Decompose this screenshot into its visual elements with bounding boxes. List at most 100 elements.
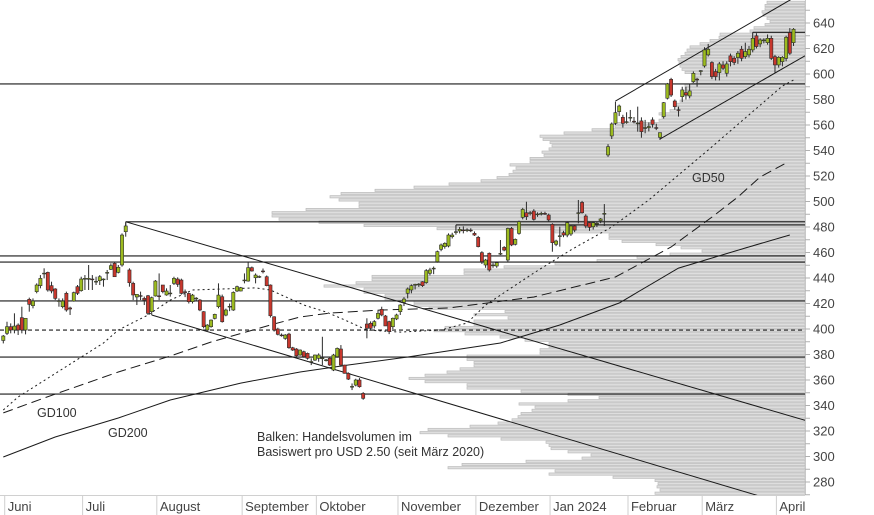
candle-body bbox=[142, 298, 147, 301]
candle-body bbox=[546, 214, 551, 221]
candle bbox=[572, 224, 577, 233]
candle-body bbox=[672, 100, 677, 107]
candle bbox=[580, 200, 584, 214]
volume-bar bbox=[654, 491, 805, 495]
candle-body bbox=[361, 393, 366, 399]
candle bbox=[606, 144, 610, 157]
volume-bar bbox=[691, 80, 805, 84]
candle bbox=[42, 268, 47, 279]
candle bbox=[550, 223, 555, 252]
volume-bar bbox=[654, 478, 805, 482]
candle-body bbox=[1, 335, 6, 341]
candle bbox=[669, 77, 674, 97]
volume-bar bbox=[676, 106, 805, 110]
y-axis: 280 300 320 340 360 380 400 420 440 460 480 500 520 5… bbox=[805, 0, 835, 496]
candle bbox=[776, 56, 781, 68]
candle bbox=[557, 226, 562, 247]
candle-body bbox=[446, 234, 451, 247]
candle bbox=[594, 221, 599, 227]
month-label: Dezember bbox=[479, 499, 540, 514]
candle bbox=[758, 38, 763, 48]
volume-bar bbox=[473, 361, 805, 365]
volume-bar bbox=[581, 456, 805, 460]
volume-bar bbox=[762, 13, 805, 17]
candle bbox=[97, 275, 102, 286]
candle-body bbox=[86, 278, 91, 280]
candle bbox=[5, 321, 9, 335]
candle bbox=[379, 306, 384, 317]
candle-body bbox=[583, 215, 588, 227]
volume-bar bbox=[542, 137, 805, 141]
candle bbox=[735, 51, 740, 64]
candle bbox=[331, 353, 336, 372]
candle bbox=[394, 313, 399, 321]
candle-body bbox=[27, 298, 32, 305]
candle bbox=[442, 242, 447, 249]
candle bbox=[123, 223, 128, 237]
candle bbox=[160, 284, 165, 294]
candle-body bbox=[439, 244, 443, 250]
candle-body bbox=[494, 262, 499, 267]
volume-bar bbox=[614, 125, 805, 129]
candle bbox=[739, 45, 744, 62]
candle bbox=[257, 275, 262, 278]
candle bbox=[587, 221, 592, 231]
candle-body bbox=[620, 117, 625, 124]
candle bbox=[487, 252, 492, 272]
candle bbox=[620, 114, 625, 128]
candle-body bbox=[387, 321, 392, 332]
month-label: September bbox=[245, 499, 309, 514]
candle-body bbox=[220, 296, 225, 323]
candle-body bbox=[773, 56, 777, 66]
candle-body bbox=[12, 325, 17, 331]
candle-body bbox=[650, 119, 655, 125]
candle bbox=[53, 288, 58, 301]
candle bbox=[49, 281, 54, 294]
candle-body bbox=[587, 222, 592, 228]
candle bbox=[105, 269, 110, 281]
candle-body bbox=[543, 213, 547, 215]
volume-bar bbox=[612, 475, 805, 479]
candle bbox=[8, 323, 13, 334]
candle-body bbox=[8, 326, 13, 331]
label-gd100: GD100 bbox=[37, 406, 77, 420]
candle bbox=[290, 346, 295, 351]
candle-body bbox=[305, 353, 310, 359]
candle-body bbox=[598, 218, 603, 221]
candle-body bbox=[735, 52, 740, 58]
candle-body bbox=[539, 213, 544, 215]
volume-bar bbox=[466, 357, 805, 361]
candle-body bbox=[442, 243, 447, 247]
candle bbox=[428, 267, 432, 276]
candle bbox=[112, 262, 117, 278]
candle-body bbox=[572, 225, 577, 231]
candle-body bbox=[498, 253, 503, 255]
volume-bar bbox=[608, 233, 805, 237]
candle-body bbox=[750, 37, 755, 51]
candle-body bbox=[357, 379, 362, 388]
volume-bar bbox=[534, 405, 805, 409]
candle-body bbox=[23, 317, 28, 331]
volume-bar bbox=[371, 278, 805, 282]
volume-profile bbox=[271, 0, 805, 495]
candle bbox=[528, 211, 533, 216]
volume-bar bbox=[545, 440, 805, 444]
candle-body bbox=[68, 307, 72, 310]
candle-body bbox=[364, 323, 369, 329]
candle bbox=[787, 28, 792, 55]
candle bbox=[565, 221, 570, 238]
candle-body bbox=[565, 222, 570, 236]
candle-body bbox=[146, 295, 150, 314]
candle bbox=[264, 275, 269, 287]
candle bbox=[646, 122, 651, 132]
candle-body bbox=[524, 212, 529, 217]
candle bbox=[94, 276, 98, 286]
candle bbox=[313, 354, 317, 361]
candle-body bbox=[413, 284, 418, 286]
candle-body bbox=[557, 235, 562, 237]
candle bbox=[201, 311, 206, 329]
candle-body bbox=[157, 295, 162, 297]
candle bbox=[157, 273, 162, 301]
volume-bar bbox=[374, 188, 805, 192]
candle-body bbox=[520, 209, 525, 218]
